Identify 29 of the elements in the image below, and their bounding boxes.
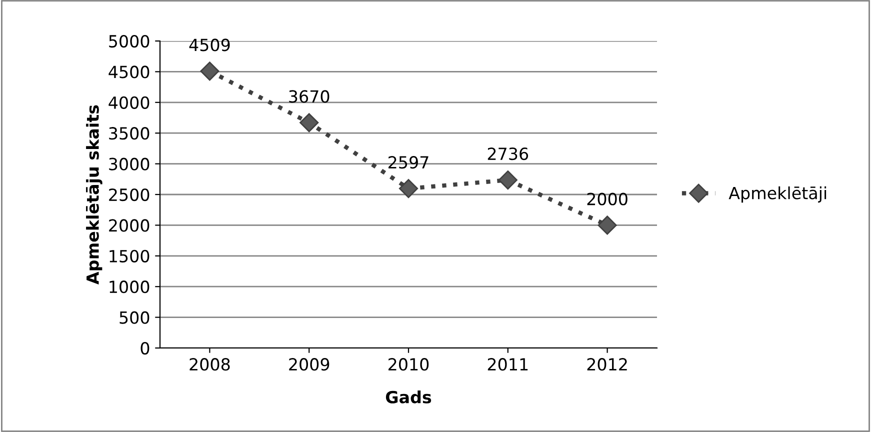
x-axis-title: Gads: [386, 390, 432, 404]
y-tick-label: 2000: [109, 219, 150, 232]
y-tick-label: 4500: [108, 66, 150, 78]
y-tick-label: 0: [140, 342, 150, 355]
point: [398, 179, 418, 198]
data-label: 3670: [289, 90, 330, 103]
x-tick-label: 2009: [289, 358, 330, 371]
y-axis-title: Apmeklētāju skaits: [86, 105, 102, 284]
point: [598, 216, 617, 235]
y-tick-label: 1000: [110, 280, 150, 294]
x-tick-label: 2010: [388, 358, 429, 371]
y-tick-label: 3000: [109, 158, 150, 170]
legend-label: Apmeklētāji: [728, 186, 826, 203]
point: [300, 113, 319, 132]
y-tick-label: 1500: [110, 250, 150, 262]
y-tick-label: 5000: [109, 34, 150, 48]
x-tick-label: 2011: [488, 358, 528, 371]
y-tick-label: 4000: [108, 96, 150, 109]
x-tick-label: 2008: [190, 358, 230, 371]
y-tick-label: 500: [120, 311, 150, 324]
y-tick-label: 3500: [109, 127, 150, 140]
x-tick-label: 2012: [587, 358, 627, 371]
data-label: 2000: [587, 192, 628, 206]
y-tick-label: 2500: [109, 188, 150, 202]
data-label: 2597: [388, 156, 428, 169]
point: [498, 170, 518, 190]
point: [200, 62, 220, 81]
data-label: 4509: [189, 38, 230, 52]
data-label: 2736: [488, 148, 528, 160]
